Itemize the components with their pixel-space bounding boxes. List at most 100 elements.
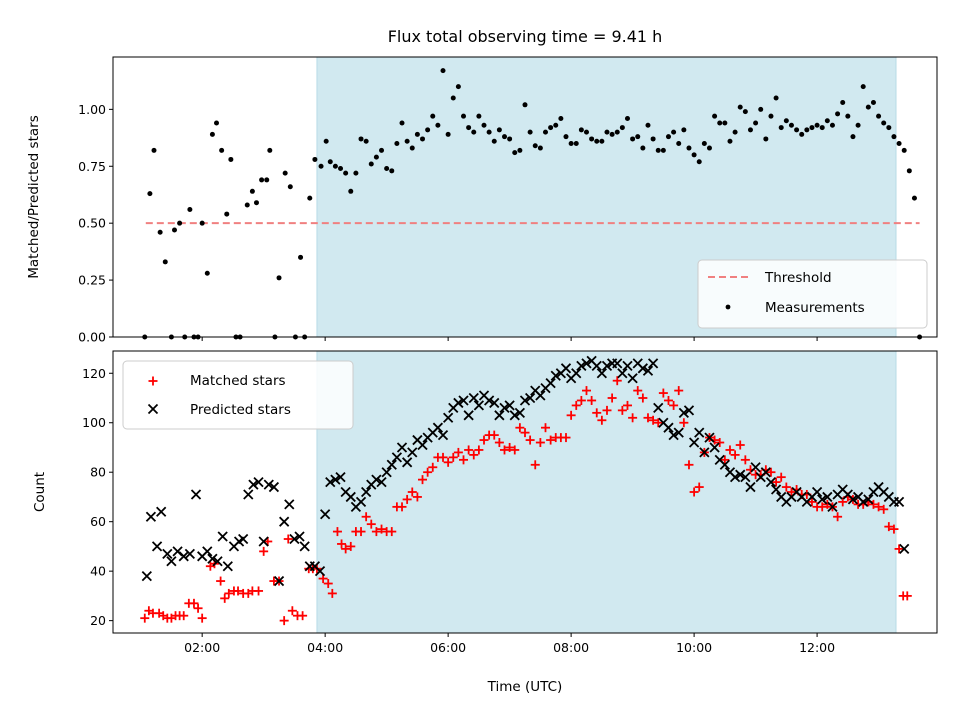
measurement-point [614, 129, 620, 135]
predicted-stars-point [827, 501, 838, 512]
predicted-stars-point [468, 392, 479, 404]
matched-stars-point [418, 475, 428, 485]
measurement-point [655, 147, 661, 153]
legend-matched-swatch [148, 376, 158, 386]
predicted-stars-point [647, 358, 659, 369]
measurement-point [455, 84, 461, 90]
matched-stars-point [833, 512, 843, 522]
matched-stars-point [464, 445, 474, 455]
measurement-point [414, 131, 420, 137]
measurement-point [512, 150, 518, 156]
matched-stars-point [224, 588, 234, 598]
predicted-stars-point [396, 442, 408, 453]
matched-stars-point [402, 494, 412, 504]
x-tick-label: 10:00 [676, 640, 712, 655]
matched-stars-point [341, 544, 351, 554]
predicted-stars-point [560, 363, 572, 374]
predicted-stars-point [519, 395, 531, 406]
top-y-ticks: 0.00 0.25 0.50 0.75 1.00 [78, 102, 113, 345]
bottom-y-ticks: 20 40 60 80 100 120 [82, 366, 113, 628]
matched-stars-point [807, 497, 817, 507]
matched-stars-point [581, 386, 591, 396]
x-tick-label: 12:00 [799, 640, 835, 655]
measurement-point [177, 220, 183, 226]
matched-stars-point [735, 440, 745, 450]
matched-stars-point [571, 400, 581, 410]
measurement-point [507, 136, 513, 142]
predicted-stars-point [442, 412, 454, 423]
predicted-stars-point [145, 511, 157, 522]
bottom-x-ticks: 02:00 04:00 06:00 08:00 10:00 12:00 [184, 633, 835, 655]
measurement-point [742, 109, 748, 115]
measurement-point [583, 129, 589, 135]
predicted-stars-point [499, 402, 510, 414]
measurement-point [737, 104, 743, 110]
y-tick-label: 20 [90, 613, 106, 628]
matched-stars-point [366, 519, 376, 529]
matched-stars-point [720, 455, 730, 465]
bottom-markers [140, 355, 912, 626]
matched-stars-point [361, 512, 371, 522]
measurement-point [645, 122, 651, 128]
measurement-point [553, 122, 559, 128]
predicted-stars-point [217, 531, 228, 542]
matched-stars-point [428, 462, 438, 472]
measurement-point [298, 254, 304, 260]
matched-stars-point [638, 393, 648, 403]
predicted-stars-point [750, 462, 761, 473]
predicted-stars-point [858, 496, 869, 508]
legend-plus-marker [148, 376, 158, 386]
matched-stars-point [505, 442, 515, 452]
measurement-point [440, 68, 446, 74]
matched-stars-point [283, 534, 293, 544]
measurement-point [162, 259, 168, 265]
top-legend-box [697, 259, 928, 329]
predicted-stars-point [314, 566, 326, 577]
predicted-stars-point [719, 459, 730, 470]
predicted-stars-point [222, 561, 233, 572]
measurement-point [394, 141, 400, 147]
matched-stars-point [189, 598, 199, 608]
predicted-stars-point [263, 479, 274, 490]
top-panel: 0.00 0.25 0.50 0.75 1.00 Flux total observin… [26, 27, 938, 345]
predicted-stars-point [668, 429, 679, 441]
predicted-stars-point [899, 543, 910, 555]
predicted-stars-point [330, 474, 341, 485]
measurement-point [404, 138, 410, 144]
legend-measurements-label: Measurements [765, 300, 865, 316]
measurement-point [425, 127, 431, 133]
matched-stars-point [459, 455, 469, 465]
measurement-point [619, 125, 625, 131]
y-tick-label: 60 [90, 514, 106, 529]
matched-stars-point [776, 472, 786, 482]
matched-stars-point [587, 395, 597, 405]
predicted-stars-point [345, 491, 356, 503]
predicted-stars-point [483, 395, 495, 406]
matched-stars-point [423, 467, 433, 477]
matched-stars-point [254, 586, 264, 596]
measurement-point [794, 127, 800, 133]
legend-x-marker [147, 403, 159, 415]
top-axes-frame [112, 56, 938, 338]
predicted-stars-point [637, 363, 648, 374]
bottom-y-axis-label: Count [32, 472, 48, 512]
predicted-stars-point [740, 472, 751, 483]
matched-stars-point [643, 413, 653, 423]
matched-stars-point [287, 606, 297, 616]
predicted-stars-point [847, 494, 859, 505]
matched-stars-point [216, 576, 226, 586]
measurement-point [228, 156, 234, 162]
measurement-point [537, 145, 543, 151]
measurement-point [768, 113, 774, 119]
predicted-stars-point [355, 496, 367, 508]
matched-stars-point [515, 423, 525, 433]
measurement-point [589, 136, 595, 142]
bottom-legend-box [122, 360, 354, 430]
matched-stars-point [387, 527, 397, 537]
matched-stars-point [725, 445, 735, 455]
predicted-stars-point [212, 556, 223, 567]
matched-stars-point [612, 376, 622, 386]
predicted-stars-point [596, 368, 608, 379]
matched-stars-point [633, 386, 643, 396]
predicted-stars-point [391, 452, 403, 463]
